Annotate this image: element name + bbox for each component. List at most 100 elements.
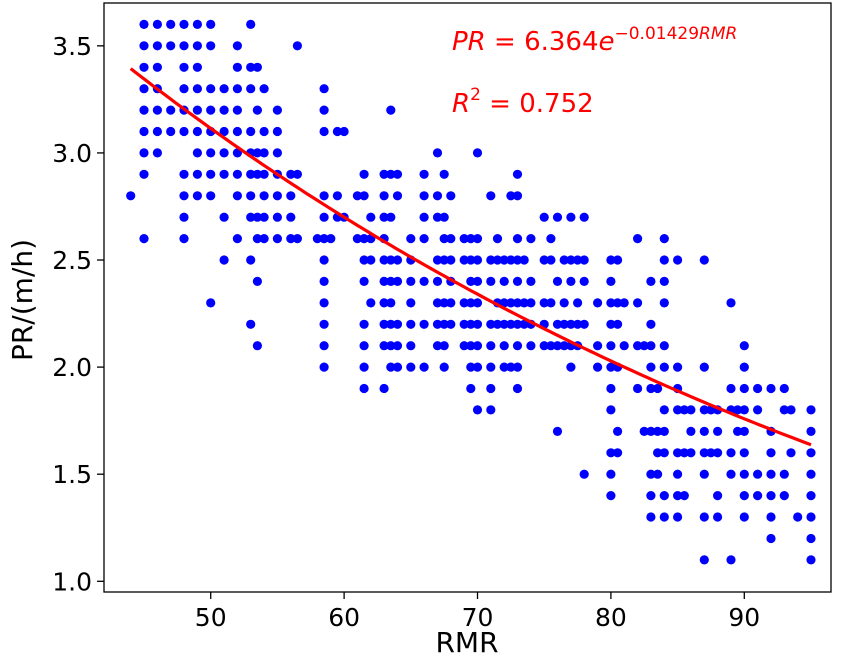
data-point <box>179 19 189 29</box>
data-point <box>779 491 789 501</box>
data-point <box>259 234 269 244</box>
data-point <box>606 276 616 286</box>
data-point <box>659 341 669 351</box>
data-point <box>379 319 389 329</box>
data-point <box>419 362 429 372</box>
data-point <box>699 426 709 436</box>
data-point <box>512 234 523 244</box>
data-point <box>606 491 616 501</box>
data-point <box>139 148 149 158</box>
fit-equation-annotation: PR = 6.364e−0.01429RMR <box>452 24 737 57</box>
data-point <box>419 212 429 222</box>
data-point <box>192 191 202 201</box>
data-point <box>512 319 523 329</box>
data-point <box>566 255 576 265</box>
data-point <box>519 255 529 265</box>
data-point <box>613 448 623 458</box>
data-point <box>673 255 683 265</box>
data-point <box>379 341 389 351</box>
data-point <box>506 298 516 308</box>
data-point <box>219 105 229 115</box>
data-point <box>526 298 536 308</box>
data-point <box>606 405 616 415</box>
data-point <box>286 234 296 244</box>
data-point <box>566 276 576 286</box>
data-point <box>319 212 329 222</box>
data-point <box>486 191 496 201</box>
data-point <box>579 469 589 479</box>
data-point <box>466 298 476 308</box>
data-point <box>659 405 669 415</box>
data-point <box>319 255 329 265</box>
data-point <box>766 448 776 458</box>
data-point <box>512 362 523 372</box>
data-point <box>232 62 242 72</box>
data-point <box>766 383 776 394</box>
data-point <box>259 126 269 137</box>
data-point <box>646 383 656 394</box>
data-point <box>739 426 749 436</box>
data-point <box>139 234 149 244</box>
data-point <box>259 191 269 201</box>
data-point <box>432 319 443 329</box>
data-point <box>466 234 476 244</box>
data-point <box>466 341 476 351</box>
data-point <box>566 362 576 372</box>
data-point <box>272 148 282 158</box>
data-point <box>519 319 529 329</box>
data-point <box>499 319 509 329</box>
data-point <box>512 191 523 201</box>
data-point <box>593 298 603 308</box>
data-point <box>259 148 269 158</box>
data-point <box>219 148 229 158</box>
data-point <box>546 234 556 244</box>
data-point <box>406 319 416 329</box>
data-point <box>633 341 643 351</box>
data-point <box>386 319 396 329</box>
data-point <box>766 491 776 501</box>
data-point <box>359 276 369 286</box>
data-point <box>619 298 629 308</box>
data-point <box>379 383 389 394</box>
data-point <box>206 84 216 94</box>
data-point <box>192 126 202 137</box>
data-point <box>232 234 242 244</box>
data-point <box>486 383 496 394</box>
equation-e: e <box>599 27 615 57</box>
data-point <box>139 105 149 115</box>
data-point <box>646 491 656 501</box>
data-point <box>192 19 202 29</box>
data-point <box>492 234 503 244</box>
data-point <box>646 341 656 351</box>
data-point <box>633 383 643 394</box>
data-point <box>192 148 202 158</box>
data-point <box>359 362 369 372</box>
data-point <box>179 41 189 51</box>
data-point <box>552 319 563 329</box>
data-point <box>613 298 623 308</box>
data-point <box>506 362 516 372</box>
data-point <box>559 319 569 329</box>
data-point <box>506 319 516 329</box>
data-point <box>439 341 449 351</box>
data-point <box>806 469 816 479</box>
data-point <box>472 341 483 351</box>
data-point <box>539 341 549 351</box>
data-point <box>179 234 189 244</box>
data-point <box>606 298 616 308</box>
data-point <box>152 105 162 115</box>
data-point <box>319 84 329 94</box>
data-point <box>179 84 189 94</box>
data-point <box>726 448 736 458</box>
data-point <box>806 448 816 458</box>
data-point <box>753 491 763 501</box>
data-point <box>246 212 256 222</box>
data-point <box>552 426 563 436</box>
data-point <box>179 62 189 72</box>
r2-symbol: R <box>452 89 470 119</box>
data-point <box>512 383 523 394</box>
data-point <box>679 405 689 415</box>
data-point <box>606 469 616 479</box>
data-point <box>439 255 449 265</box>
